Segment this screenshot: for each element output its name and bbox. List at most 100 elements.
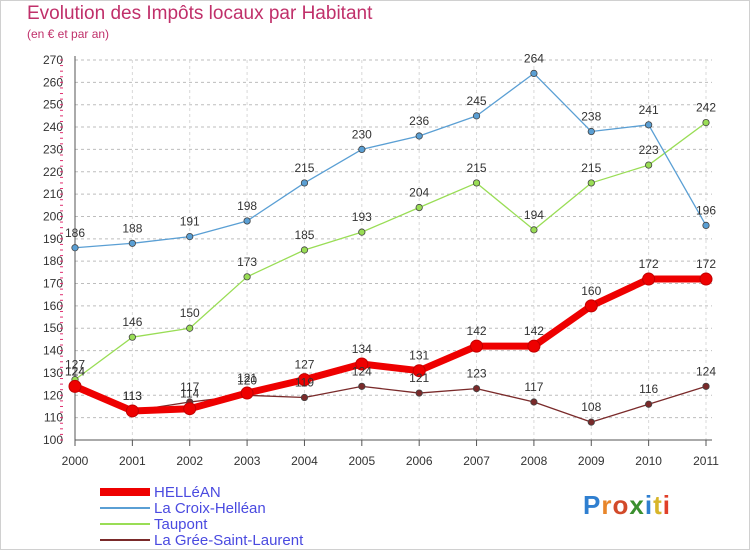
logo-letter: P <box>583 490 602 520</box>
series-point <box>240 386 254 400</box>
series-point <box>587 418 595 426</box>
series-point <box>186 232 194 241</box>
data-label: 223 <box>639 143 659 157</box>
data-label: 146 <box>122 315 142 329</box>
data-label: 172 <box>696 257 716 271</box>
data-label: 121 <box>237 371 257 385</box>
logo-letter: x <box>629 490 645 520</box>
data-label: 121 <box>409 371 429 385</box>
data-label: 116 <box>639 382 658 396</box>
data-label: 264 <box>524 51 544 65</box>
y-tick-label: 100 <box>43 433 63 447</box>
data-label: 186 <box>65 226 85 240</box>
y-tick-label: 160 <box>43 299 63 313</box>
data-label: 142 <box>467 324 487 338</box>
chart-title: Evolution des Impôts locaux par Habitant <box>27 3 373 24</box>
legend-label: La Croix-Helléan <box>154 499 266 517</box>
data-label: 188 <box>122 221 142 235</box>
series-line-2 <box>74 121 707 381</box>
y-tick-label: 110 <box>44 411 63 425</box>
data-label: 230 <box>352 127 372 141</box>
y-tick-label: 260 <box>43 75 63 89</box>
logo-letter: t <box>653 490 663 520</box>
data-label: 193 <box>352 210 372 224</box>
x-tick-label: 2006 <box>406 454 433 468</box>
data-label: 123 <box>467 367 487 381</box>
data-label: 172 <box>639 257 659 271</box>
data-label: 113 <box>123 389 142 403</box>
y-tick-label: 190 <box>43 232 63 246</box>
data-label: 185 <box>294 228 314 242</box>
x-tick-label: 2008 <box>521 454 548 468</box>
data-label: 114 <box>180 387 199 401</box>
data-label: 117 <box>524 380 543 394</box>
legend-item: HELLéAN <box>100 483 303 501</box>
series-point <box>128 239 136 247</box>
series-point <box>530 226 538 234</box>
data-label: 236 <box>409 114 429 128</box>
data-label: 142 <box>524 324 544 338</box>
legend-swatch <box>100 523 152 525</box>
data-label: 131 <box>409 349 429 363</box>
data-label: 173 <box>237 255 257 269</box>
legend-item: La Grée-Saint-Laurent <box>100 532 303 549</box>
series-point <box>642 272 656 286</box>
series-point <box>128 333 136 341</box>
x-tick-label: 2007 <box>463 454 490 468</box>
series-line-3 <box>74 385 707 423</box>
legend: HELLéAN La Croix-Helléan Taupont La Grée-Sa… <box>100 483 303 549</box>
series-point <box>71 244 79 252</box>
x-tick-label: 2010 <box>635 454 662 468</box>
series-point <box>472 179 481 187</box>
proxiti-logo: Proxiti <box>583 490 671 521</box>
data-label: 194 <box>524 208 544 222</box>
series-point <box>297 373 311 387</box>
y-tick-label: 170 <box>43 277 63 291</box>
series-point <box>472 384 481 393</box>
data-label: 196 <box>696 203 716 217</box>
series-point <box>472 112 481 120</box>
series-point <box>587 179 595 187</box>
data-label: 127 <box>65 358 85 372</box>
logo-letter: o <box>612 490 630 520</box>
y-tick-label: 250 <box>43 98 63 112</box>
x-tick-label: 2011 <box>693 454 719 468</box>
data-label: 191 <box>180 215 200 229</box>
series-point <box>530 69 538 78</box>
series-point <box>125 404 139 418</box>
series-point <box>415 132 423 140</box>
data-label: 108 <box>581 400 601 414</box>
x-tick-label: 2002 <box>176 454 203 468</box>
y-tick-label: 230 <box>43 142 63 156</box>
data-label: 215 <box>467 161 487 175</box>
series-point <box>358 228 366 236</box>
legend-label: Taupont <box>154 515 208 533</box>
series-point <box>186 324 194 332</box>
data-label: 215 <box>294 161 314 175</box>
series-point <box>530 398 538 406</box>
y-tick-label: 200 <box>43 209 63 223</box>
legend-label: HELLéAN <box>154 483 221 501</box>
series-point <box>300 179 309 187</box>
data-label: 241 <box>639 103 659 117</box>
data-label: 124 <box>352 364 372 378</box>
logo-letter: i <box>662 490 671 520</box>
data-label: 124 <box>65 364 85 378</box>
y-tick-label: 220 <box>43 165 63 179</box>
plot-area <box>75 60 706 440</box>
x-tick-label: 2009 <box>578 454 605 468</box>
series-point <box>470 339 484 353</box>
series-point <box>358 145 366 154</box>
series-point <box>702 382 710 390</box>
series-point <box>358 382 366 390</box>
y-tick-label: 210 <box>43 187 63 201</box>
y-tick-label: 240 <box>43 120 63 134</box>
series-point <box>645 400 653 408</box>
series-point <box>68 379 82 393</box>
data-label: 204 <box>409 186 429 200</box>
y-tick-label: 120 <box>43 388 63 402</box>
chart-subtitle: (en € et par an) <box>27 27 110 41</box>
data-label: 134 <box>352 342 372 356</box>
y-tick-label: 140 <box>43 344 63 358</box>
data-label: 113 <box>123 389 142 403</box>
